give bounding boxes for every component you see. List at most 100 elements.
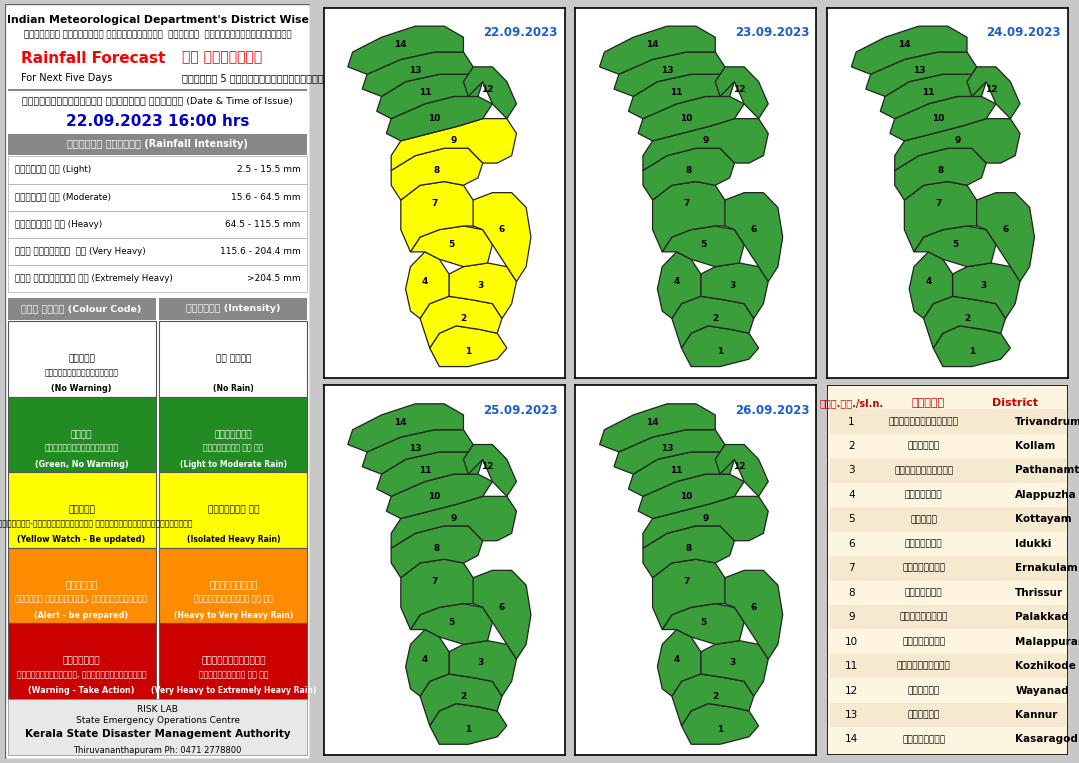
Text: മഞ്ഞൾ: മഞ്ഞൾ (68, 505, 95, 514)
Text: 9: 9 (702, 137, 709, 145)
Text: പത്ഥനംതിട്ട: പത്ഥനംതിട്ട (894, 466, 953, 475)
Polygon shape (377, 452, 482, 497)
Bar (9, 548, 156, 623)
Text: ആലപ്പുഴ: ആലപ്പുഴ (905, 491, 942, 500)
Polygon shape (347, 26, 464, 74)
Text: 9: 9 (848, 612, 855, 622)
Polygon shape (628, 452, 735, 497)
Text: 5: 5 (700, 240, 707, 249)
Polygon shape (865, 52, 976, 96)
Bar (159, 623, 306, 699)
Text: 7: 7 (934, 199, 941, 208)
Text: 12: 12 (733, 85, 746, 94)
Polygon shape (468, 571, 531, 659)
Text: 3: 3 (729, 281, 735, 290)
Text: (Very Heavy to Extremely Heavy Rain): (Very Heavy to Extremely Heavy Rain) (151, 687, 316, 695)
Text: 14: 14 (898, 40, 911, 49)
Text: (Isolated Heavy Rain): (Isolated Heavy Rain) (187, 536, 281, 544)
Bar (830, 605, 1066, 629)
Polygon shape (657, 629, 700, 696)
Text: മുന്നറിയിപ്പ്, പ്രവർത്തിക്കുക: മുന്നറിയിപ്പ്, പ്രവർത്തിക്കുക (16, 670, 147, 679)
Text: ശക്തമായ മഴ: ശക്തമായ മഴ (208, 505, 259, 514)
Polygon shape (628, 74, 735, 119)
Polygon shape (643, 148, 735, 200)
Text: ജില്ല: ജില്ല (912, 398, 945, 408)
Text: ചുവപ്പ്: ചുവപ്പ് (63, 656, 100, 665)
Text: (Heavy to Very Heavy Rain): (Heavy to Very Heavy Rain) (174, 611, 293, 620)
Polygon shape (663, 226, 745, 267)
Text: അതി ശക്തമായ  മഴ (Very Heavy): അതി ശക്തമായ മഴ (Very Heavy) (14, 247, 146, 256)
Text: 10: 10 (932, 114, 944, 123)
Bar (159, 321, 306, 397)
Text: നേരിയതോ: നേരിയതോ (215, 430, 252, 439)
Text: (Warning - Take Action): (Warning - Take Action) (28, 687, 135, 695)
Text: Thiruvananthapuram Ph: 0471 2778800: Thiruvananthapuram Ph: 0471 2778800 (73, 745, 242, 755)
Text: ശക്തമായ മഴ (Heavy): ശക്തമായ മഴ (Heavy) (14, 220, 101, 229)
Text: ഇടുക്കി: ഇടുക്കി (905, 539, 942, 549)
Bar (9, 397, 156, 472)
Text: Kollam: Kollam (1015, 441, 1055, 451)
Text: 8: 8 (848, 588, 855, 597)
Text: 4: 4 (673, 655, 680, 664)
Text: അതി തീവ്രമായ മഴ (Extremely Heavy): അതി തീവ്രമായ മഴ (Extremely Heavy) (14, 274, 173, 283)
Text: 11: 11 (845, 661, 858, 671)
Polygon shape (420, 674, 502, 726)
Text: 7: 7 (432, 199, 438, 208)
Text: 1: 1 (969, 347, 975, 356)
Bar (9, 184, 306, 211)
Polygon shape (700, 641, 768, 696)
Text: ഇന്ത്യൻ കാലാവസ്ഥ വകുപ്പിന്റെ  ജില്ലാ  അടിസ്ഥാനത്തിലുള്ള: ഇന്ത്യൻ കാലാവസ്ഥ വകുപ്പിന്റെ ജില്ലാ അടിസ… (24, 31, 291, 39)
Text: 9: 9 (451, 514, 457, 523)
Polygon shape (663, 604, 745, 644)
Text: മുന്നറിയിപ്പില്ല: മുന്നറിയിപ്പില്ല (44, 443, 119, 452)
Polygon shape (657, 252, 700, 318)
Bar (9, 623, 156, 699)
Bar (9, 134, 306, 155)
Polygon shape (600, 26, 715, 74)
Text: State Emergency Operations Centre: State Emergency Operations Centre (76, 716, 240, 725)
Text: >204.5 mm: >204.5 mm (247, 274, 301, 283)
Polygon shape (672, 674, 754, 726)
Text: Malappuram: Malappuram (1015, 636, 1079, 647)
Polygon shape (904, 182, 976, 252)
Text: 11: 11 (419, 466, 432, 475)
Polygon shape (851, 26, 967, 74)
Bar (830, 556, 1066, 581)
Text: 1: 1 (848, 417, 855, 427)
Polygon shape (715, 445, 768, 497)
Bar (9, 211, 306, 238)
Polygon shape (392, 119, 517, 170)
Text: (No Rain): (No Rain) (214, 385, 254, 393)
Text: 5: 5 (952, 240, 958, 249)
Polygon shape (715, 67, 768, 119)
Polygon shape (400, 559, 473, 629)
Text: 26.09.2023: 26.09.2023 (735, 404, 809, 417)
Polygon shape (972, 193, 1035, 282)
Text: കൊല്ലം: കൊല്ലം (907, 442, 940, 450)
Text: (Green, No Warning): (Green, No Warning) (35, 460, 128, 468)
Bar (159, 298, 306, 320)
Polygon shape (643, 526, 735, 578)
Text: 25.09.2023: 25.09.2023 (483, 404, 558, 417)
Polygon shape (720, 571, 782, 659)
Text: 9: 9 (451, 137, 457, 145)
Text: കാസരഗ൏ഡ൏: കാസരഗ൏ഡ൏ (902, 735, 945, 744)
Text: 14: 14 (395, 40, 407, 49)
Polygon shape (910, 252, 953, 318)
Text: Kottayam: Kottayam (1015, 514, 1071, 524)
Text: 12: 12 (845, 685, 858, 696)
Text: Rainfall Forecast: Rainfall Forecast (21, 50, 165, 66)
Text: 5: 5 (700, 618, 707, 626)
Text: 6: 6 (751, 225, 756, 234)
Text: Indian Meteorological Department's District Wise: Indian Meteorological Department's Distr… (6, 15, 309, 25)
Polygon shape (643, 497, 768, 548)
Text: Kerala State Disaster Management Authority: Kerala State Disaster Management Authori… (25, 729, 290, 739)
Text: 11: 11 (419, 89, 432, 97)
Polygon shape (406, 629, 449, 696)
Text: 4: 4 (926, 277, 931, 286)
Text: 4: 4 (848, 490, 855, 500)
Text: മിതമായതോ ആയ മഴ: മിതമായതോ ആയ മഴ (204, 443, 263, 452)
Text: മലപ്പുറം: മലപ്പുറം (902, 637, 945, 646)
Polygon shape (377, 74, 482, 119)
Text: 5: 5 (848, 514, 855, 524)
